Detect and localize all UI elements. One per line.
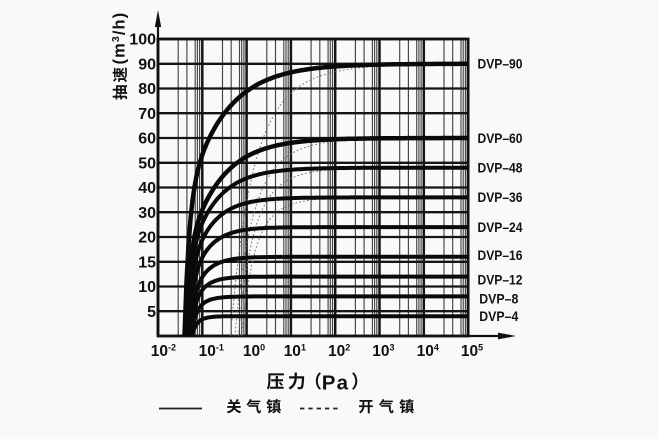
svg-text:100: 100 [129,32,156,49]
svg-text:20: 20 [138,230,156,247]
svg-text:DVP–24: DVP–24 [478,219,523,235]
svg-text:60: 60 [138,131,156,148]
svg-text:103: 103 [372,343,394,361]
svg-text:102: 102 [328,343,350,361]
svg-text:5: 5 [147,304,156,321]
svg-text:10: 10 [138,279,156,296]
svg-text:30: 30 [138,205,156,222]
svg-text:101: 101 [284,343,306,361]
svg-text:DVP–36: DVP–36 [478,189,523,205]
svg-text:DVP–60: DVP–60 [478,130,523,146]
svg-text:(m3/h): (m3/h) [110,12,129,65]
svg-text:Pa: Pa [322,371,349,394]
svg-text:DVP–16: DVP–16 [478,247,523,263]
svg-text:DVP–90: DVP–90 [478,56,523,72]
svg-text:100: 100 [243,343,265,361]
svg-text:15: 15 [138,254,156,271]
svg-text:104: 104 [417,343,439,361]
svg-text:50: 50 [138,155,156,172]
svg-text:DVP–8: DVP–8 [479,290,518,306]
svg-text:90: 90 [138,56,156,73]
svg-text:80: 80 [138,81,156,98]
svg-text:70: 70 [138,106,156,123]
svg-text:DVP–12: DVP–12 [478,271,523,287]
svg-text:DVP–4: DVP–4 [479,308,518,324]
svg-text:105: 105 [461,343,483,361]
svg-text:DVP–48: DVP–48 [478,160,523,176]
svg-text:40: 40 [138,180,156,197]
